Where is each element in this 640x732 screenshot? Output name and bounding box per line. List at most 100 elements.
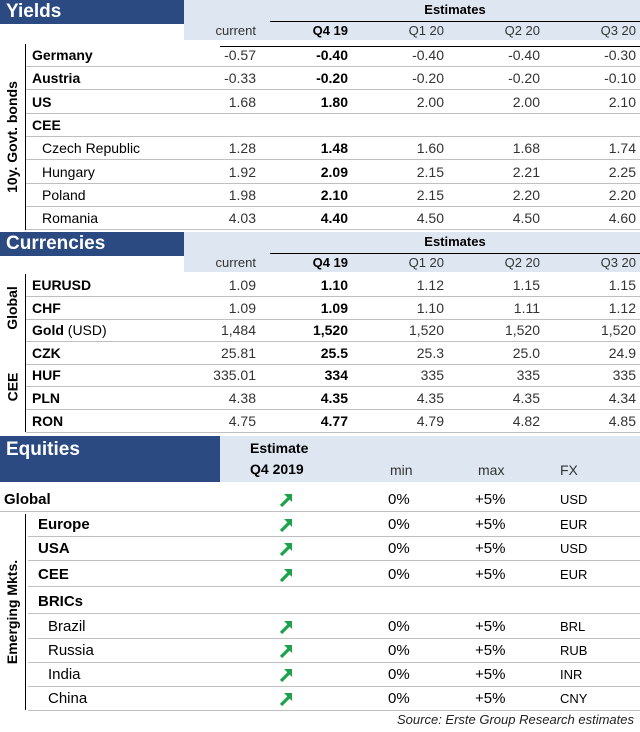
yields-cell: 1.80 bbox=[320, 93, 348, 110]
yields-col-q419: Q4 19 bbox=[312, 23, 348, 38]
row-divider bbox=[26, 363, 640, 365]
equity-row: India 0% +5% INR bbox=[0, 663, 640, 687]
currency-cell: 4.34 bbox=[608, 390, 636, 406]
equity-min-cell: 0% bbox=[388, 642, 410, 659]
yields-cell: 2.10 bbox=[320, 186, 348, 203]
row-divider bbox=[26, 205, 640, 207]
row-divider bbox=[26, 112, 640, 114]
currency-row: Gold (USD) 1,484 1,520 1,520 1,520 1,520 bbox=[0, 319, 640, 343]
yields-cell: 4.03 bbox=[228, 210, 256, 227]
equity-max-cell: +5% bbox=[475, 618, 506, 635]
equities-col-fx: FX bbox=[560, 462, 578, 478]
yields-cell: 1.68 bbox=[512, 140, 540, 157]
yields-row: Czech Republic 1.28 1.48 1.60 1.68 1.74 bbox=[0, 137, 640, 161]
yields-separator bbox=[25, 44, 26, 230]
currency-row: PLN 4.38 4.35 4.35 4.35 4.34 bbox=[0, 387, 640, 410]
equity-fx-cell: BRL bbox=[560, 619, 586, 634]
currency-cell: 1.10 bbox=[320, 277, 348, 293]
yields-cell: 2.21 bbox=[512, 163, 540, 180]
yields-cell: 2.00 bbox=[416, 93, 444, 110]
currency-cell: 1,520 bbox=[504, 322, 540, 339]
currency-cell: 1.10 bbox=[416, 299, 444, 316]
yields-cell: -0.10 bbox=[604, 70, 636, 87]
yields-row-label: Hungary bbox=[42, 163, 95, 180]
row-divider bbox=[26, 89, 640, 91]
equities-header-rule bbox=[220, 46, 640, 47]
currency-cell: 335 bbox=[516, 367, 540, 384]
yields-row-label: Austria bbox=[32, 70, 81, 87]
currency-label-main: CZK bbox=[32, 344, 61, 361]
equity-min-cell: 0% bbox=[388, 690, 410, 707]
equity-fx-cell: EUR bbox=[560, 517, 588, 532]
currency-cell: 4.75 bbox=[228, 412, 256, 429]
currency-row-label: CZK bbox=[32, 342, 61, 365]
yields-estimates-bg bbox=[184, 0, 640, 40]
equity-row: Global 0% +5% USD bbox=[0, 488, 640, 512]
equity-max-cell: +5% bbox=[475, 491, 506, 508]
equity-row-label: Russia bbox=[48, 642, 94, 659]
currency-label-main: EURUSD bbox=[32, 277, 92, 293]
yields-cell: 2.15 bbox=[416, 163, 444, 180]
yields-estimates-rule bbox=[270, 21, 640, 22]
row-divider bbox=[26, 296, 640, 297]
currency-cell: 4.35 bbox=[320, 390, 348, 406]
equities-separator bbox=[25, 514, 26, 710]
yields-row: CEE bbox=[0, 114, 640, 137]
currencies-estimates-bg bbox=[184, 232, 640, 272]
yields-cell: -0.20 bbox=[412, 70, 444, 87]
row-divider bbox=[28, 638, 640, 639]
equity-row: Brazil 0% +5% BRL bbox=[0, 615, 640, 639]
yields-header: Yields Estimates current Q4 19 Q1 20 Q2 … bbox=[0, 0, 640, 40]
yields-cell: 1.92 bbox=[228, 163, 256, 180]
currency-cell: 1.09 bbox=[228, 277, 256, 293]
equity-row-label: USA bbox=[38, 540, 70, 557]
equity-min-cell: 0% bbox=[388, 666, 410, 683]
currency-row-label: EURUSD bbox=[32, 274, 91, 297]
equity-row-label: Global bbox=[4, 491, 51, 508]
equity-fx-cell: INR bbox=[560, 667, 583, 682]
yields-row-label: US bbox=[32, 93, 52, 110]
currency-cell: 1.09 bbox=[320, 299, 348, 316]
currency-row-label: Gold (USD) bbox=[32, 319, 107, 342]
equity-row: CEE 0% +5% EUR bbox=[0, 563, 640, 587]
row-divider bbox=[26, 159, 640, 161]
yields-cell: 2.15 bbox=[416, 186, 444, 203]
equity-row-label: BRICs bbox=[38, 593, 84, 610]
yields-cell: -0.20 bbox=[316, 70, 348, 87]
currency-row: CHF 1.09 1.09 1.10 1.11 1.12 bbox=[0, 297, 640, 320]
yields-col-q220: Q2 20 bbox=[504, 23, 540, 38]
yields-cell: -0.20 bbox=[508, 70, 540, 87]
yields-cell: -0.30 bbox=[604, 47, 636, 63]
currency-cell: 4.35 bbox=[512, 390, 540, 406]
row-divider bbox=[26, 182, 640, 184]
currencies-estimates-label: Estimates bbox=[424, 234, 486, 249]
yields-cell: 2.09 bbox=[320, 163, 348, 180]
yields-title: Yields bbox=[0, 0, 184, 24]
up-right-arrow-icon bbox=[279, 543, 292, 557]
currency-cell: 335.01 bbox=[213, 367, 256, 384]
yields-row-label: Romania bbox=[42, 210, 99, 227]
currency-cell: 24.9 bbox=[608, 344, 636, 361]
yields-cell: 4.50 bbox=[512, 210, 540, 227]
equity-max-cell: +5% bbox=[475, 566, 506, 583]
currency-label-main: RON bbox=[32, 412, 64, 429]
equity-row: Europe 0% +5% EUR bbox=[0, 513, 640, 537]
equity-row: BRICs bbox=[0, 590, 640, 614]
equity-min-cell: 0% bbox=[388, 516, 410, 533]
currency-cell: 1.12 bbox=[608, 299, 636, 316]
yields-cell: 1.68 bbox=[228, 93, 256, 110]
equity-max-cell: +5% bbox=[475, 666, 506, 683]
equity-fx-cell: USD bbox=[560, 541, 588, 556]
currency-label-main: Gold bbox=[32, 322, 64, 339]
yields-row-label: CEE bbox=[32, 116, 61, 133]
yields-estimates-label: Estimates bbox=[424, 2, 486, 17]
yields-cell: 2.10 bbox=[608, 93, 636, 110]
yields-row: Germany -0.57 -0.40 -0.40 -0.40 -0.30 bbox=[0, 44, 640, 67]
equity-row-label: India bbox=[48, 666, 81, 683]
currencies-col-q320: Q3 20 bbox=[600, 255, 636, 270]
currency-row-label: PLN bbox=[32, 387, 60, 410]
row-divider bbox=[26, 318, 640, 320]
yields-cell: 1.48 bbox=[320, 140, 348, 157]
yields-cell: -0.40 bbox=[316, 47, 348, 63]
equity-min-cell: 0% bbox=[388, 566, 410, 583]
